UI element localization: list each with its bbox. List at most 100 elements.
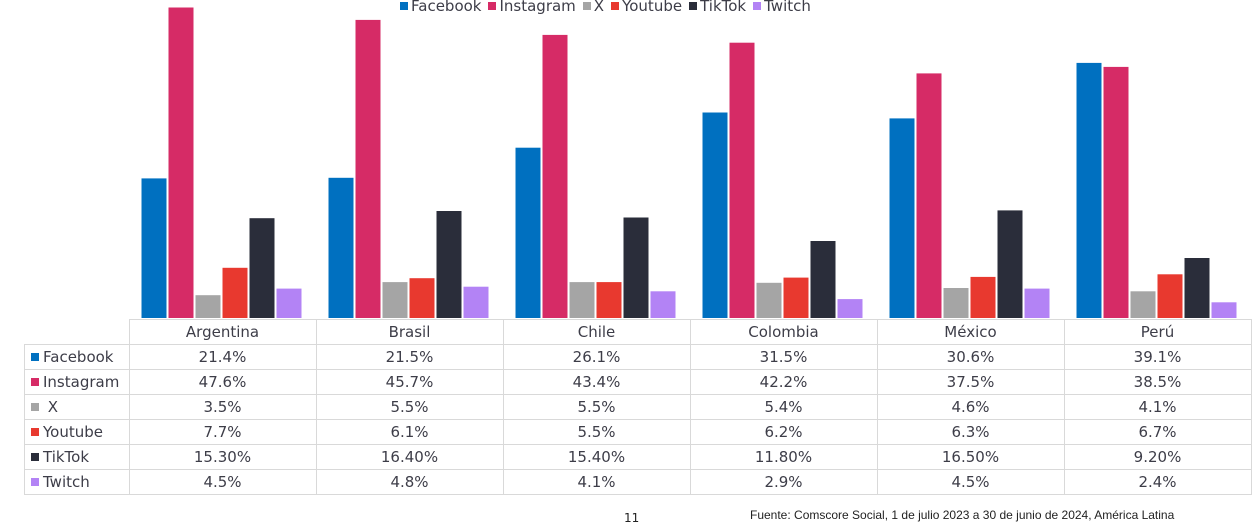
- bar-twitch-peru: [1211, 302, 1237, 318]
- bar-x-brasil: [382, 282, 408, 318]
- legend-label: Facebook: [411, 0, 482, 15]
- table-corner-cell: [24, 319, 130, 345]
- data-label-tiktok-argentina: 15.30%: [128, 444, 317, 470]
- bar-tiktok-colombia: [810, 241, 836, 318]
- data-label-youtube-peru: 6.7%: [1063, 419, 1252, 445]
- row-swatch: [31, 352, 39, 361]
- data-label-youtube-argentina: 7.7%: [128, 419, 317, 445]
- legend-swatch: [689, 2, 698, 10]
- row-header-instagram: Instagram: [24, 369, 130, 395]
- data-label-instagram-colombia: 42.2%: [689, 369, 878, 395]
- data-label-tiktok-chile: 15.40%: [502, 444, 691, 470]
- legend-item-x: X: [582, 0, 605, 15]
- page-number: 11: [624, 511, 640, 525]
- row-swatch: [31, 377, 39, 386]
- legend-label: Instagram: [499, 0, 576, 15]
- legend-label: Twitch: [764, 0, 811, 15]
- row-header-youtube: Youtube: [24, 419, 130, 445]
- data-label-twitch-chile: 4.1%: [502, 469, 691, 495]
- data-table-header: Argentina Brasil Chile Colombia México Perú: [24, 319, 1252, 345]
- row-header-twitch: Twitch: [24, 469, 130, 495]
- bar-youtube-brasil: [409, 278, 435, 318]
- data-label-youtube-chile: 5.5%: [502, 419, 691, 445]
- table-row: Facebook 21.4% 21.5% 26.1% 31.5% 30.6% 39.1%: [24, 344, 1252, 370]
- data-label-twitch-mexico: 4.5%: [876, 469, 1065, 495]
- category-label-peru: Perú: [1063, 319, 1252, 345]
- legend-label: TikTok: [700, 0, 747, 15]
- legend-swatch: [488, 2, 497, 10]
- data-label-instagram-brasil: 45.7%: [315, 369, 504, 395]
- bar-x-chile: [569, 282, 595, 318]
- data-label-twitch-argentina: 4.5%: [128, 469, 317, 495]
- bar-facebook-argentina: [141, 178, 167, 318]
- legend-label: X: [593, 0, 605, 15]
- legend-swatch: [611, 2, 620, 10]
- legend-swatch: [400, 2, 408, 10]
- bar-instagram-brasil: [355, 19, 381, 319]
- row-label: Youtube: [43, 423, 103, 441]
- bar-twitch-brasil: [463, 286, 489, 318]
- row-label: TikTok: [43, 448, 90, 466]
- table-row: X 3.5% 5.5% 5.5% 5.4% 4.6% 4.1%: [24, 394, 1252, 420]
- row-label: X: [43, 398, 59, 416]
- bar-x-argentina: [195, 295, 221, 318]
- data-label-youtube-mexico: 6.3%: [876, 419, 1065, 445]
- row-swatch: [31, 427, 39, 436]
- bar-instagram-argentina: [168, 7, 194, 318]
- data-label-facebook-argentina: 21.4%: [128, 344, 317, 370]
- bar-youtube-peru: [1157, 274, 1183, 318]
- legend-item-instagram: Instagram: [488, 0, 576, 15]
- data-label-facebook-brasil: 21.5%: [315, 344, 504, 370]
- bar-twitch-argentina: [276, 288, 302, 318]
- data-label-youtube-colombia: 6.2%: [689, 419, 878, 445]
- data-label-twitch-colombia: 2.9%: [689, 469, 878, 495]
- bar-youtube-mexico: [970, 276, 996, 318]
- data-label-instagram-mexico: 37.5%: [876, 369, 1065, 395]
- legend-item-tiktok: TikTok: [689, 0, 746, 15]
- category-label-colombia: Colombia: [689, 319, 878, 345]
- legend-item-twitch: Twitch: [753, 0, 811, 15]
- bar-youtube-colombia: [783, 277, 809, 318]
- bar-youtube-chile: [596, 282, 622, 318]
- bar-tiktok-mexico: [997, 210, 1023, 318]
- bar-tiktok-chile: [623, 217, 649, 318]
- category-label-mexico: México: [876, 319, 1065, 345]
- table-row: Youtube 7.7% 6.1% 5.5% 6.2% 6.3% 6.7%: [24, 419, 1252, 445]
- bar-facebook-mexico: [889, 118, 915, 319]
- bar-tiktok-peru: [1184, 258, 1210, 318]
- data-label-instagram-peru: 38.5%: [1063, 369, 1252, 395]
- row-header-facebook: Facebook: [24, 344, 130, 370]
- legend-item-facebook: Facebook: [400, 0, 481, 15]
- category-label-chile: Chile: [502, 319, 691, 345]
- data-label-x-colombia: 5.4%: [689, 394, 878, 420]
- bar-instagram-mexico: [916, 73, 942, 319]
- bar-facebook-colombia: [702, 112, 728, 318]
- table-row: TikTok 15.30% 16.40% 15.40% 11.80% 16.50% 9.20…: [24, 444, 1252, 470]
- data-label-facebook-mexico: 30.6%: [876, 344, 1065, 370]
- bar-youtube-argentina: [222, 267, 248, 318]
- bar-instagram-colombia: [729, 42, 755, 318]
- bar-tiktok-argentina: [249, 218, 275, 318]
- bar-tiktok-brasil: [436, 211, 462, 318]
- data-label-facebook-colombia: 31.5%: [689, 344, 878, 370]
- chart-legend: Facebook Instagram X Youtube TikTok Twitch: [400, 0, 818, 16]
- bar-facebook-peru: [1076, 62, 1102, 319]
- data-label-instagram-chile: 43.4%: [502, 369, 691, 395]
- data-label-facebook-peru: 39.1%: [1063, 344, 1252, 370]
- bar-instagram-peru: [1103, 66, 1129, 319]
- data-label-twitch-brasil: 4.8%: [315, 469, 504, 495]
- row-swatch: [31, 402, 39, 411]
- data-label-tiktok-colombia: 11.80%: [689, 444, 878, 470]
- category-label-brasil: Brasil: [315, 319, 504, 345]
- bar-facebook-brasil: [328, 177, 354, 318]
- data-label-tiktok-mexico: 16.50%: [876, 444, 1065, 470]
- legend-label: Youtube: [622, 0, 683, 15]
- source-note: Fuente: Comscore Social, 1 de julio 2023…: [750, 508, 1175, 522]
- data-label-tiktok-peru: 9.20%: [1063, 444, 1252, 470]
- data-label-twitch-peru: 2.4%: [1063, 469, 1252, 495]
- bar-x-peru: [1130, 291, 1156, 318]
- category-label-argentina: Argentina: [128, 319, 317, 345]
- bar-twitch-colombia: [837, 299, 863, 318]
- data-label-x-argentina: 3.5%: [128, 394, 317, 420]
- table-row: Twitch 4.5% 4.8% 4.1% 2.9% 4.5% 2.4%: [24, 469, 1252, 495]
